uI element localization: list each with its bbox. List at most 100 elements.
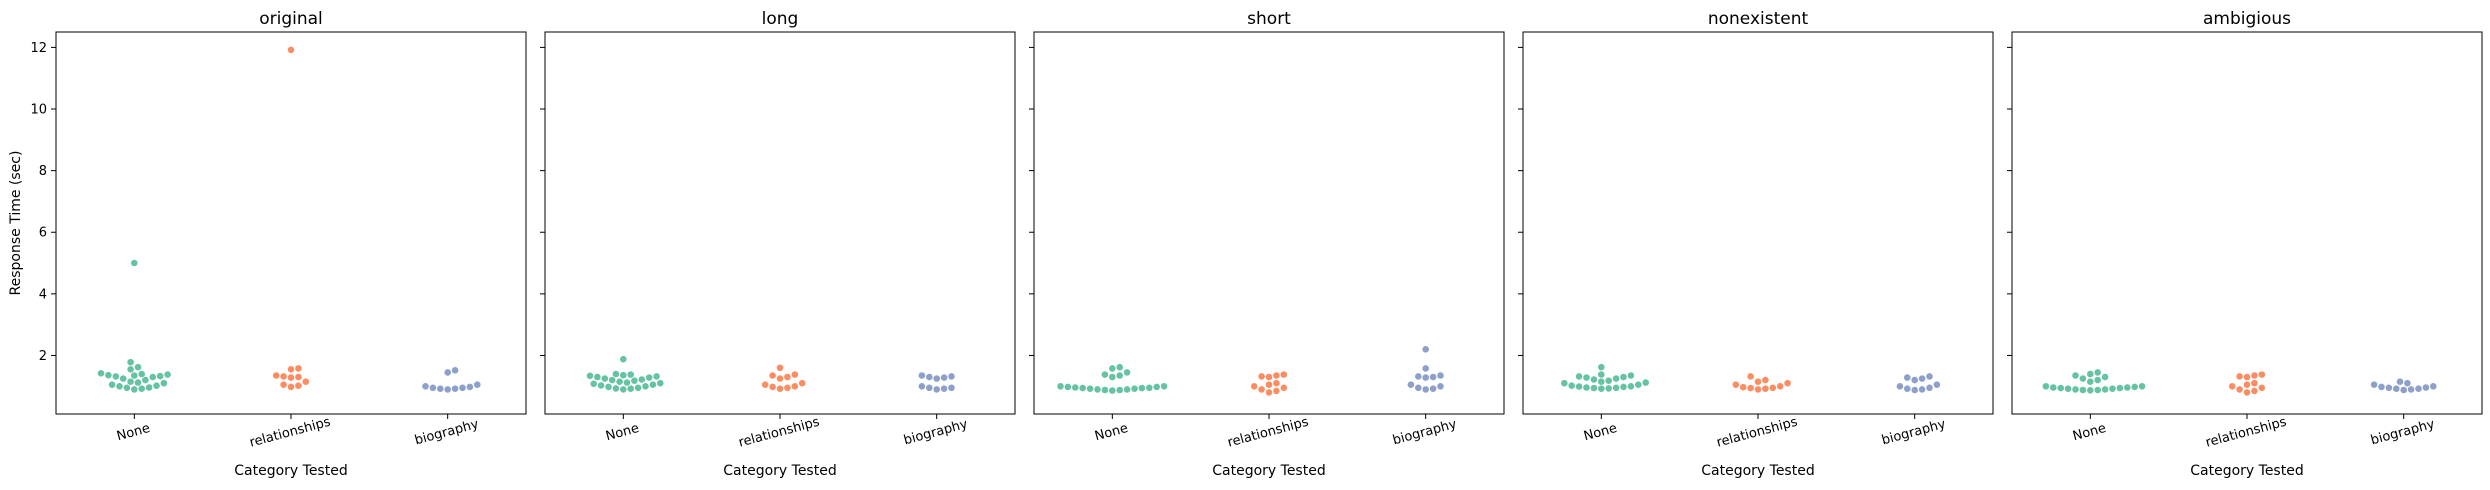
- data-point-None: [130, 371, 139, 380]
- data-point-relationships: [790, 382, 799, 391]
- x-axis-label: Category Tested: [1212, 463, 1325, 479]
- data-point-relationships: [287, 46, 295, 54]
- x-tick-label: relationships: [1715, 415, 1799, 451]
- data-point-biography: [2384, 383, 2393, 392]
- data-point-None: [604, 382, 613, 391]
- data-point-relationships: [768, 382, 777, 391]
- data-point-None: [1619, 382, 1628, 391]
- data-point-biography: [421, 382, 430, 391]
- data-point-None: [134, 378, 142, 387]
- x-tick-label: relationships: [737, 415, 821, 451]
- data-point-relationships: [2250, 386, 2259, 395]
- y-axis-label: Response Time (sec): [8, 151, 24, 296]
- y-tick-label: 4: [39, 287, 47, 302]
- data-point-biography: [1421, 385, 1430, 394]
- data-point-None: [641, 382, 650, 391]
- data-point-relationships: [1761, 384, 1770, 393]
- data-point-biography: [451, 384, 459, 393]
- panel-long: long None relationships biography Category T…: [540, 9, 1016, 479]
- data-point-biography: [2370, 380, 2378, 389]
- x-tick-label: biography: [413, 417, 481, 449]
- data-point-biography: [2421, 383, 2430, 392]
- data-point-None: [1597, 370, 1606, 379]
- panel-title: original: [259, 9, 323, 29]
- data-point-biography: [1933, 380, 1941, 389]
- data-point-relationships: [2257, 370, 2266, 379]
- data-point-None: [145, 383, 153, 392]
- data-point-None: [1627, 382, 1635, 391]
- data-point-None: [1101, 370, 1109, 379]
- data-point-relationships: [1768, 383, 1777, 392]
- data-point-relationships: [783, 383, 792, 392]
- panels-container: original 2 4 6 8 10 12 None relationships biograp…: [8, 9, 2483, 479]
- x-tick-label: biography: [902, 417, 970, 449]
- data-point-None: [1115, 386, 1124, 394]
- data-point-relationships: [2243, 388, 2251, 397]
- panel-original: original 2 4 6 8 10 12 None relationships biograp…: [30, 9, 527, 479]
- data-point-None: [97, 369, 105, 378]
- data-point-None: [1064, 382, 1072, 391]
- y-tick-label: 12: [30, 41, 47, 56]
- data-point-None: [1101, 386, 1109, 394]
- data-point-None: [1582, 383, 1591, 392]
- data-point-None: [645, 373, 654, 382]
- x-tick-label: biography: [1880, 417, 1948, 449]
- data-point-None: [1582, 373, 1591, 382]
- data-point-relationships: [790, 370, 799, 379]
- data-point-biography: [2414, 384, 2423, 393]
- data-point-biography: [947, 372, 956, 381]
- data-point-None: [1567, 381, 1576, 390]
- panel-title: long: [762, 9, 799, 29]
- data-point-None: [634, 383, 642, 392]
- data-point-None: [1604, 376, 1613, 385]
- x-tick-label: None: [604, 421, 641, 444]
- data-point-biography: [932, 385, 941, 394]
- data-point-None: [593, 373, 602, 381]
- x-tick-label: None: [115, 421, 152, 444]
- data-point-biography: [2429, 382, 2438, 391]
- data-point-None: [1575, 382, 1583, 391]
- data-point-relationships: [761, 380, 770, 389]
- data-point-relationships: [301, 377, 310, 386]
- data-point-None: [619, 371, 628, 380]
- data-point-None: [1160, 382, 1168, 391]
- data-point-relationships: [2257, 383, 2266, 392]
- data-point-None: [2093, 376, 2102, 384]
- data-point-biography: [1429, 384, 1437, 393]
- data-point-biography: [1421, 364, 1430, 373]
- data-point-relationships: [294, 364, 303, 373]
- data-point-relationships: [798, 379, 807, 388]
- x-tick-label: relationships: [248, 415, 332, 451]
- data-point-biography: [473, 380, 482, 389]
- data-point-relationships: [287, 382, 295, 391]
- data-point-None: [623, 378, 631, 387]
- data-point-relationships: [2228, 382, 2237, 391]
- data-point-None: [2086, 377, 2095, 386]
- data-point-relationships: [1776, 382, 1785, 391]
- data-point-relationships: [1761, 376, 1770, 384]
- data-point-biography: [1407, 380, 1415, 389]
- panel-title: nonexistent: [1708, 9, 1809, 29]
- data-point-None: [159, 379, 168, 388]
- data-point-relationships: [1265, 373, 1273, 381]
- data-point-None: [1108, 386, 1117, 395]
- data-point-None: [619, 385, 628, 394]
- panel-nonexistent: nonexistent None relationships biography Cat…: [1518, 9, 1994, 479]
- plot-frame: [2011, 31, 2483, 415]
- x-axis-label: Category Tested: [234, 463, 347, 479]
- data-point-None: [1086, 384, 1094, 393]
- x-tick-label: None: [1582, 421, 1619, 444]
- data-point-None: [649, 380, 657, 389]
- data-point-None: [1597, 363, 1606, 372]
- data-point-None: [130, 385, 139, 394]
- plot-frame: [1033, 31, 1505, 415]
- data-point-None: [156, 372, 165, 380]
- data-point-biography: [940, 373, 948, 382]
- x-tick-label: None: [1093, 421, 1130, 444]
- data-point-None: [2064, 384, 2072, 393]
- data-point-biography: [1896, 382, 1904, 391]
- data-point-None: [1604, 384, 1613, 393]
- data-point-None: [134, 363, 142, 372]
- data-point-None: [137, 384, 146, 393]
- data-point-relationships: [1739, 383, 1748, 392]
